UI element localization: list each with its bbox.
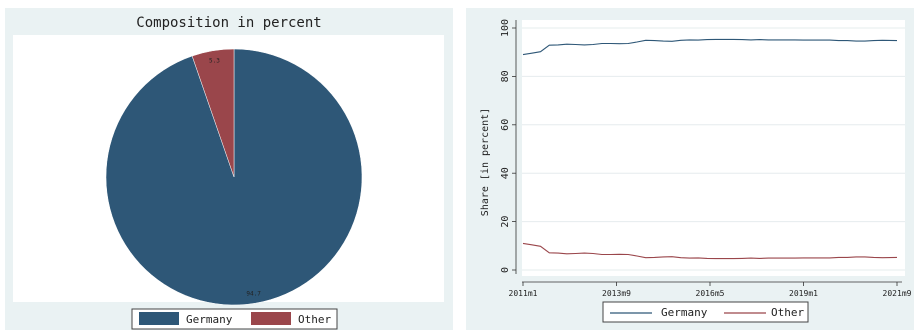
series-line-germany [522, 38, 898, 56]
pie-slice-other [191, 48, 235, 178]
line-legend [602, 301, 809, 323]
pie-chart: Composition in percent 94.7 5.3 Germany O… [13, 15, 444, 330]
line-legend-label-other: Other [771, 306, 804, 319]
x-tick-label: 2013m9 [602, 289, 631, 298]
y-tick-label: 0 [500, 267, 511, 273]
pie-legend-label-other: Other [298, 313, 331, 326]
y-axis-label: Share [in percent] [480, 108, 491, 216]
line-legend-label-germany: Germany [661, 306, 708, 319]
x-tick-label: 2011m1 [509, 289, 538, 298]
series-line-other [522, 242, 898, 260]
pie-chart-panel: Composition in percent 94.7 5.3 Germany O… [5, 8, 453, 330]
line-plot-area [522, 20, 905, 276]
y-tick-label: 60 [500, 119, 511, 131]
pie-chart-title: Composition in percent [136, 15, 321, 31]
pie-legend-swatch-germany [139, 312, 179, 325]
x-tick-label: 2019m1 [789, 289, 818, 298]
x-tick-label: 2016m5 [696, 289, 725, 298]
y-tick-label: 80 [500, 70, 511, 82]
line-chart-panel: 0 20 40 60 80 100 2011m1 2013m9 2016m5 2019m1 202… [466, 8, 914, 330]
pie-slice-label-germany: 94.7 [246, 290, 261, 297]
line-chart: 0 20 40 60 80 100 2011m1 2013m9 2016m5 2019m1 202… [480, 19, 912, 323]
pie-legend-swatch-other [251, 312, 291, 325]
pie-slice-label-other: 5.3 [209, 58, 220, 65]
y-tick-label: 40 [500, 167, 511, 179]
y-tick-label: 20 [500, 216, 511, 228]
pie-legend-label-germany: Germany [186, 313, 233, 326]
y-tick-label: 100 [500, 19, 511, 37]
x-tick-label: 2021m9 [883, 289, 912, 298]
